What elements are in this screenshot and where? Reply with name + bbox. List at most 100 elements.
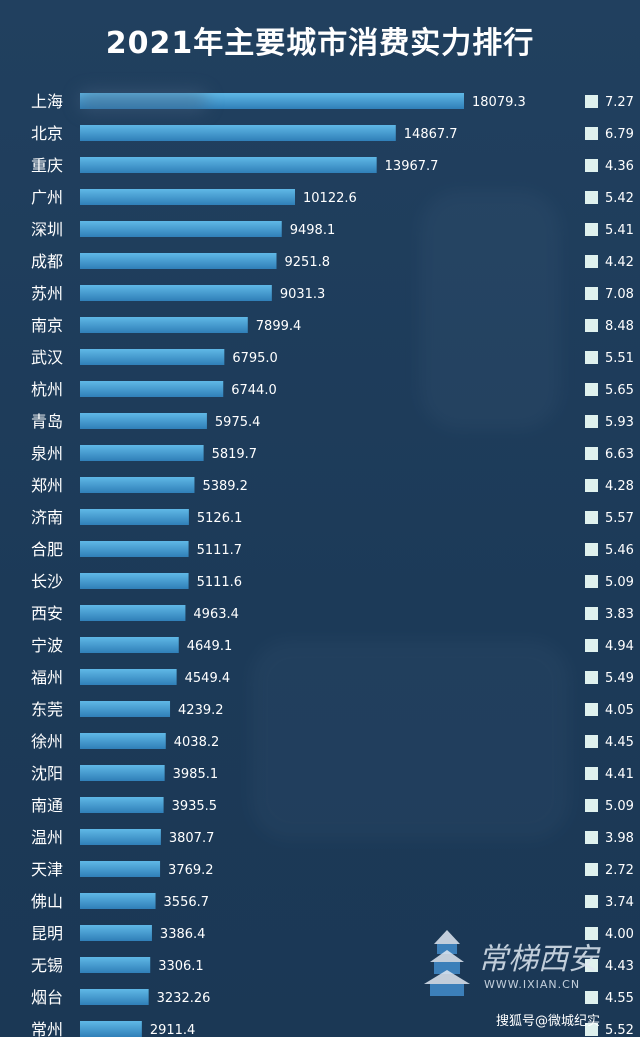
category-label: 昆明 bbox=[31, 924, 63, 943]
bar-value-label: 6795.0 bbox=[232, 351, 277, 366]
ratio-marker bbox=[585, 479, 598, 492]
category-label: 东莞 bbox=[31, 700, 63, 719]
category-label: 合肥 bbox=[31, 540, 63, 559]
ratio-value-label: 4.43 bbox=[605, 959, 634, 974]
bar bbox=[80, 125, 396, 141]
bar-value-label: 6744.0 bbox=[231, 383, 277, 398]
watermark-logo: 常梯西安 WWW.IXIAN.CN bbox=[420, 928, 630, 998]
ratio-marker bbox=[585, 863, 598, 876]
blur-mask bbox=[78, 90, 208, 112]
bar bbox=[80, 829, 161, 845]
bar-value-label: 10122.6 bbox=[303, 191, 357, 206]
ratio-value-label: 2.72 bbox=[605, 863, 634, 878]
ratio-marker bbox=[585, 319, 598, 332]
category-label: 福州 bbox=[31, 668, 63, 687]
category-label: 天津 bbox=[31, 860, 63, 879]
ratio-value-label: 3.83 bbox=[605, 607, 634, 622]
bar bbox=[80, 445, 204, 461]
bar-value-label: 3232.26 bbox=[157, 991, 211, 1006]
watermark-text: 常梯西安 bbox=[478, 942, 598, 977]
ratio-marker bbox=[585, 287, 598, 300]
ratio-value-label: 5.65 bbox=[605, 383, 634, 398]
category-label: 南京 bbox=[31, 316, 63, 335]
category-label: 上海 bbox=[31, 92, 63, 111]
category-label: 无锡 bbox=[31, 956, 63, 975]
ratio-marker bbox=[585, 735, 598, 748]
bar-value-label: 13967.7 bbox=[385, 159, 439, 174]
category-label: 深圳 bbox=[31, 220, 63, 239]
bar-value-label: 5819.7 bbox=[212, 447, 258, 462]
bar bbox=[80, 765, 165, 781]
category-label: 武汉 bbox=[31, 348, 63, 367]
bar bbox=[80, 573, 189, 589]
bar bbox=[80, 157, 377, 173]
category-label: 宁波 bbox=[31, 636, 63, 655]
ratio-marker bbox=[585, 351, 598, 364]
bar bbox=[80, 317, 248, 333]
bar bbox=[80, 189, 296, 205]
ratio-value-label: 5.57 bbox=[605, 511, 634, 526]
ratio-marker bbox=[585, 223, 598, 236]
ratio-marker bbox=[585, 927, 598, 940]
ratio-marker bbox=[585, 575, 598, 588]
bar-value-label: 2911.4 bbox=[150, 1023, 196, 1037]
category-label: 郑州 bbox=[31, 476, 63, 495]
category-label: 成都 bbox=[31, 252, 63, 271]
ratio-marker bbox=[585, 959, 598, 972]
ratio-value-label: 4.00 bbox=[605, 927, 634, 942]
bar-value-label: 3556.7 bbox=[164, 895, 210, 910]
category-label: 沈阳 bbox=[31, 764, 63, 783]
bar bbox=[80, 413, 207, 429]
ratio-value-label: 5.09 bbox=[605, 575, 634, 590]
bar bbox=[80, 733, 166, 749]
ratio-value-label: 4.94 bbox=[605, 639, 634, 654]
bar-value-label: 5126.1 bbox=[197, 511, 243, 526]
category-label: 北京 bbox=[31, 124, 63, 143]
bar-value-label: 3306.1 bbox=[158, 959, 204, 974]
category-label: 常州 bbox=[31, 1020, 63, 1037]
ratio-marker bbox=[585, 415, 598, 428]
bar-value-label: 3935.5 bbox=[172, 799, 218, 814]
ratio-marker bbox=[585, 543, 598, 556]
ratio-marker bbox=[585, 767, 598, 780]
category-label: 南通 bbox=[31, 796, 63, 815]
category-label: 徐州 bbox=[31, 732, 63, 751]
ratio-value-label: 5.93 bbox=[605, 415, 634, 430]
ratio-marker bbox=[585, 511, 598, 524]
bar bbox=[80, 957, 151, 973]
ratio-value-label: 4.28 bbox=[605, 479, 634, 494]
ratio-marker bbox=[585, 159, 598, 172]
bar bbox=[80, 701, 171, 717]
ratio-value-label: 5.42 bbox=[605, 191, 634, 206]
category-label: 温州 bbox=[31, 828, 63, 847]
ratio-value-label: 4.42 bbox=[605, 255, 634, 270]
bar-value-label: 4963.4 bbox=[193, 607, 239, 622]
ratio-marker bbox=[585, 191, 598, 204]
ratio-value-label: 4.45 bbox=[605, 735, 634, 750]
bar-value-label: 4649.1 bbox=[187, 639, 233, 654]
ratio-value-label: 5.41 bbox=[605, 223, 634, 238]
bar bbox=[80, 669, 177, 685]
ratio-value-label: 5.52 bbox=[605, 1023, 634, 1037]
bar bbox=[80, 349, 225, 365]
watermark-url: WWW.IXIAN.CN bbox=[484, 978, 581, 991]
category-label: 重庆 bbox=[31, 156, 63, 175]
ratio-value-label: 8.48 bbox=[605, 319, 634, 334]
pagoda-icon bbox=[424, 930, 470, 996]
bar bbox=[80, 989, 149, 1005]
category-label: 广州 bbox=[31, 188, 63, 207]
ratio-marker bbox=[585, 607, 598, 620]
ratio-value-label: 5.09 bbox=[605, 799, 634, 814]
ratio-marker bbox=[585, 447, 598, 460]
bar-value-label: 3769.2 bbox=[168, 863, 214, 878]
category-label: 泉州 bbox=[31, 444, 63, 463]
blur-mask bbox=[420, 190, 560, 430]
bar bbox=[80, 541, 189, 557]
ratio-marker bbox=[585, 255, 598, 268]
bar-value-label: 4038.2 bbox=[174, 735, 220, 750]
bar-value-label: 5111.6 bbox=[197, 575, 243, 590]
category-label: 青岛 bbox=[31, 412, 63, 431]
category-label: 苏州 bbox=[31, 284, 63, 303]
ratio-value-label: 3.74 bbox=[605, 895, 634, 910]
